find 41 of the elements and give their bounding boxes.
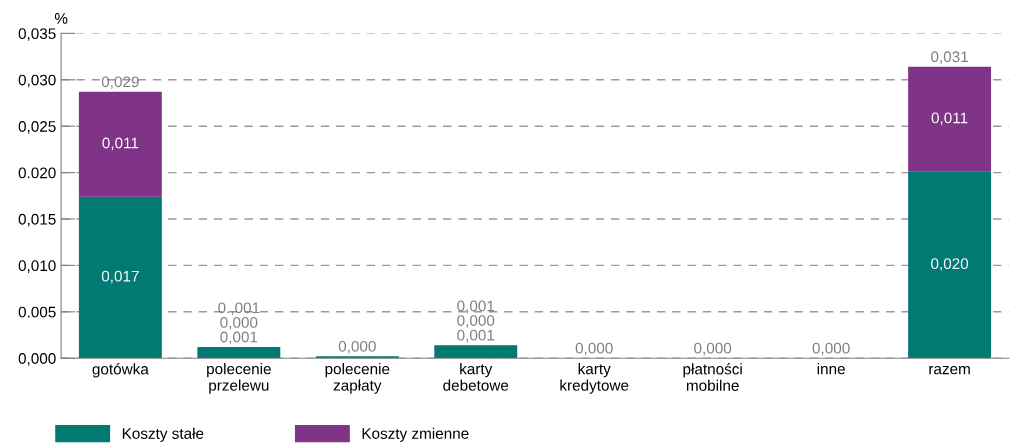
y-tick-label: 0,035 <box>18 28 56 41</box>
legend-label: Koszty stałe <box>122 427 204 442</box>
bar <box>434 345 518 359</box>
data-label: 0,000 <box>220 317 258 330</box>
y-tick-label: 0,010 <box>18 260 56 273</box>
y-tick-label: 0,025 <box>18 121 56 134</box>
data-label: 0,001 <box>220 331 258 345</box>
x-tick-label: polecenie przelewu <box>207 363 271 394</box>
y-tick-label: 0.005 <box>18 306 56 318</box>
y-tick-label: 0,015 <box>18 213 56 227</box>
y-tick-label: 0,000 <box>18 353 56 366</box>
x-tick-label: inne <box>817 363 845 375</box>
x-tick-label: płatności mobilne <box>683 363 742 391</box>
y-tick-label: 0.020 <box>18 167 56 179</box>
total-label: 0.,001 <box>218 302 260 316</box>
data-label: 0,017 <box>101 270 139 284</box>
x-tick-label: polecenie zapłaty <box>325 363 390 394</box>
y-axis-title: % <box>54 13 68 24</box>
total-label: 0,000 <box>338 340 376 354</box>
bar <box>908 171 992 359</box>
x-tick-label: gotówka <box>92 363 149 378</box>
bar <box>78 196 162 359</box>
data-label: 0,000 <box>457 315 495 328</box>
data-label: 0,011 <box>931 112 968 126</box>
x-tick-label: razem <box>929 365 970 375</box>
x-tick-label: karty kredytowe <box>560 363 629 394</box>
total-label: 0,000 <box>575 342 613 356</box>
data-label: 0,020 <box>931 258 969 271</box>
bar <box>78 91 162 197</box>
total-label: 0,000 <box>694 342 732 356</box>
legend-label: Koszty zmienne <box>362 427 469 442</box>
bar <box>908 66 992 172</box>
x-tick-label: karty debetowe <box>443 363 509 391</box>
total-label: 0,001 <box>457 329 495 343</box>
data-label: 0,011 <box>102 137 139 151</box>
total-label: 0,029 <box>101 76 139 90</box>
bar <box>197 347 281 359</box>
total-label: 0,000 <box>812 342 850 356</box>
y-tick-label: 0,030 <box>18 74 56 88</box>
data-label: 0,001 <box>457 300 495 314</box>
total-label: 0,031 <box>931 51 968 64</box>
